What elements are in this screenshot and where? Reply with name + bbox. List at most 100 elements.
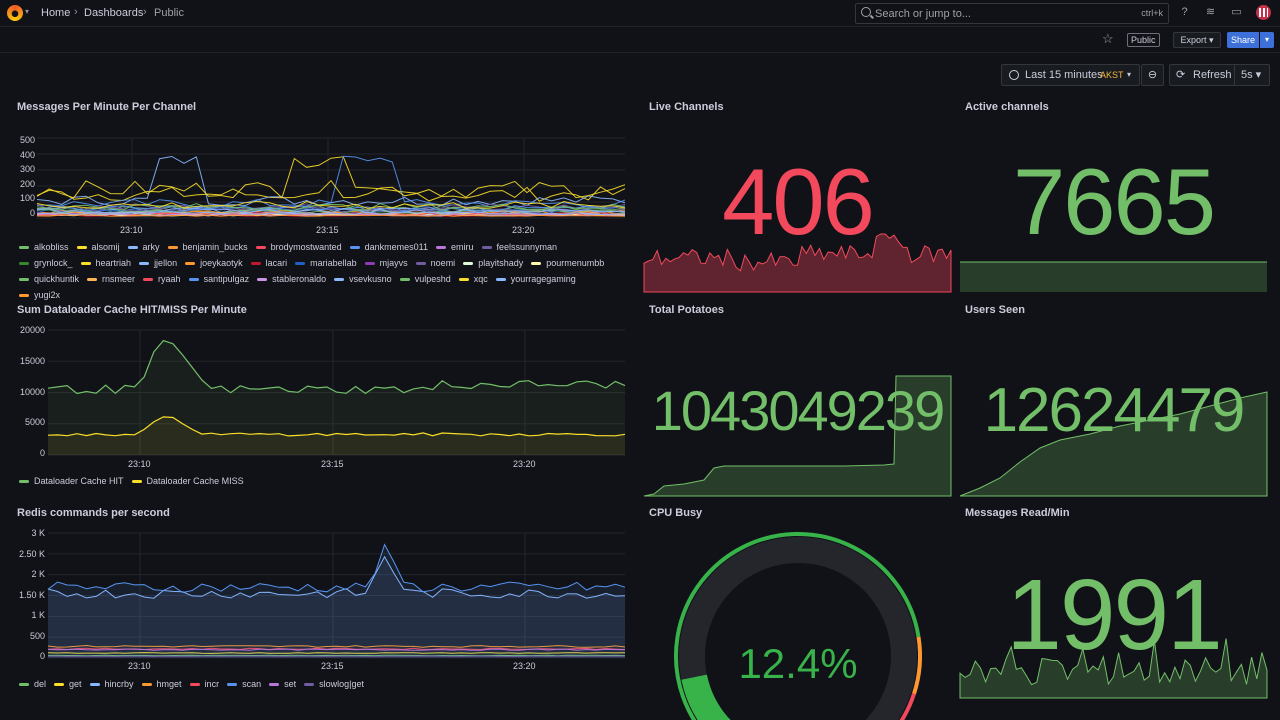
legend-label: alkobliss — [34, 242, 69, 252]
panel-title-redis[interactable]: Redis commands per second — [17, 507, 170, 519]
legend-swatch — [531, 261, 542, 265]
legend-item[interactable]: get — [54, 678, 82, 690]
refresh-interval[interactable]: 5s ▾ — [1234, 65, 1261, 85]
legend-item[interactable]: yourragegaming — [495, 273, 576, 285]
legend-label: vulpeshd — [414, 274, 451, 284]
legend-item[interactable]: yugi2x — [19, 289, 60, 301]
legend-swatch — [89, 682, 100, 686]
legend-item[interactable]: feelssunnyman — [481, 241, 557, 253]
legend-item[interactable]: lacari — [250, 257, 287, 269]
panel-title-cache[interactable]: Sum Dataloader Cache HIT/MISS Per Minute — [17, 304, 247, 316]
legend-item[interactable]: noemi — [415, 257, 455, 269]
legend-label: brodymostwanted — [270, 242, 342, 252]
news-feed-icon[interactable]: ≋ — [1205, 6, 1216, 18]
legend-swatch — [495, 277, 506, 281]
legend-item[interactable]: quickhuntik — [19, 273, 79, 285]
series-line — [36, 206, 626, 213]
legend-item[interactable]: arky — [127, 241, 160, 253]
legend-item[interactable]: vulpeshd — [399, 273, 451, 285]
legend-item[interactable]: mariabellab — [295, 257, 357, 269]
panel-title-total-potatoes[interactable]: Total Potatoes — [649, 304, 724, 316]
panel-title-live-channels[interactable]: Live Channels — [649, 101, 724, 113]
breadcrumb-current: Public — [154, 7, 184, 19]
legend-label: santipulgaz — [203, 274, 250, 284]
legend-swatch — [463, 261, 474, 265]
messages-timeseries-chart[interactable] — [36, 137, 626, 219]
series-area — [48, 544, 625, 658]
legend-item[interactable]: hmget — [141, 678, 182, 690]
legend-item[interactable]: santipulgaz — [188, 273, 250, 285]
legend-item[interactable]: xqc — [458, 273, 488, 285]
legend-item[interactable]: alsomij — [76, 241, 120, 253]
legend-label: quickhuntik — [34, 274, 80, 284]
legend-item[interactable]: grynlock_ — [19, 257, 73, 269]
refresh-label: Refresh — [1193, 69, 1232, 81]
legend-swatch — [295, 261, 306, 265]
legend-item[interactable]: stableronaldo — [257, 273, 326, 285]
legend-swatch — [141, 682, 152, 686]
legend-item[interactable]: joeykaotyk — [185, 257, 243, 269]
legend-item[interactable]: benjamin_bucks — [167, 241, 248, 253]
series-area — [48, 340, 625, 455]
breadcrumb-dashboards[interactable]: Dashboards — [84, 7, 144, 19]
legend-item[interactable]: Dataloader Cache HIT — [19, 475, 124, 487]
panel-title-messages-read[interactable]: Messages Read/Min — [965, 507, 1070, 519]
chevron-down-icon[interactable]: ▾ — [25, 7, 30, 16]
legend-swatch — [127, 245, 138, 249]
legend-swatch — [458, 277, 469, 281]
help-icon[interactable]: ? — [1181, 6, 1188, 18]
series-line — [47, 652, 626, 654]
time-range-picker[interactable]: Last 15 minutes AKST ▾ — [1001, 64, 1140, 86]
export-button[interactable]: Export ▾ — [1173, 32, 1221, 48]
x-tick-label: 23:20 — [513, 661, 536, 671]
legend-item[interactable]: brodymostwanted — [255, 241, 342, 253]
grafana-logo-icon[interactable] — [7, 5, 23, 21]
legend-item[interactable]: rnsmeer — [87, 273, 135, 285]
panel-title-users-seen[interactable]: Users Seen — [965, 304, 1025, 316]
legend-item[interactable]: scan — [227, 678, 261, 690]
legend-label: Dataloader Cache MISS — [146, 476, 244, 486]
y-tick-label: 3 K — [31, 528, 45, 538]
legend-item[interactable]: ryaah — [143, 273, 181, 285]
legend-item[interactable]: heartriah — [80, 257, 131, 269]
share-dropdown-button[interactable]: ▾ — [1260, 32, 1274, 48]
series-line — [36, 179, 626, 199]
series-line — [47, 339, 626, 395]
legend-item[interactable]: slowlog|get — [304, 678, 364, 690]
refresh-button[interactable]: ⟳ Refresh 5s ▾ — [1169, 64, 1270, 86]
share-button[interactable]: Share — [1227, 32, 1259, 48]
star-icon[interactable]: ☆ — [1102, 31, 1114, 46]
series-line — [36, 155, 626, 208]
legend-item[interactable]: vsevkusno — [334, 273, 392, 285]
legend-item[interactable]: set — [269, 678, 296, 690]
redis-timeseries-chart[interactable] — [47, 532, 626, 659]
zoom-out-button[interactable]: ⊖ — [1141, 64, 1164, 86]
legend-label: grynlock_ — [34, 258, 73, 268]
legend-label: Dataloader Cache HIT — [34, 476, 124, 486]
breadcrumb-home[interactable]: Home — [41, 7, 71, 19]
legend-item[interactable]: alkobliss — [19, 241, 69, 253]
series-area — [48, 556, 625, 658]
panel-title-cpu-busy[interactable]: CPU Busy — [649, 507, 703, 519]
cache-timeseries-chart[interactable] — [47, 329, 626, 456]
panel-title-messages[interactable]: Messages Per Minute Per Channel — [17, 101, 197, 113]
legend-item[interactable]: hincrby — [89, 678, 134, 690]
legend-item[interactable]: jjellon — [139, 257, 177, 269]
search-input[interactable]: Search or jump to... ctrl+k — [855, 3, 1169, 24]
legend-item[interactable]: incr — [189, 678, 219, 690]
legend-item[interactable]: dankmemes011 — [349, 241, 428, 253]
avatar[interactable] — [1256, 5, 1271, 20]
cpu-busy-value: 12.4% — [738, 640, 858, 687]
legend-item[interactable]: del — [19, 678, 46, 690]
legend-item[interactable]: playitshady — [463, 257, 523, 269]
series-area — [48, 416, 625, 455]
legend-item[interactable]: pourmenumbb — [531, 257, 604, 269]
legend-item[interactable]: mjayvs — [364, 257, 408, 269]
y-tick-label: 0 — [39, 448, 45, 458]
legend-item[interactable]: emiru — [436, 241, 474, 253]
legend-item[interactable]: Dataloader Cache MISS — [131, 475, 244, 487]
panel-title-active-channels[interactable]: Active channels — [965, 101, 1049, 113]
legend-swatch — [334, 277, 345, 281]
legend-swatch — [19, 682, 29, 686]
kiosk-mode-icon[interactable]: ▭ — [1231, 6, 1242, 18]
